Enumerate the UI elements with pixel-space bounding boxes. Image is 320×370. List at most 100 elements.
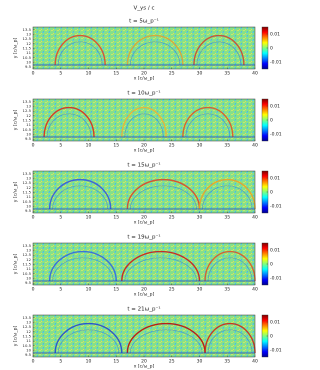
x-tick-label: 5: [59, 287, 62, 293]
x-tick-label: 35: [224, 71, 230, 77]
y-tick-label: 13.5: [23, 171, 32, 176]
x-tick-label: 10: [86, 143, 92, 149]
x-tick-label: 5: [59, 143, 62, 149]
y-tick-label: 11: [26, 50, 31, 55]
x-tick-label: 35: [224, 143, 230, 149]
y-tick-label: 12: [26, 113, 31, 118]
x-tick-label: 10: [86, 359, 92, 365]
figure: V_ys / c t = 5ω_p⁻¹0 5 10 15 20 25 30 35 409.510…: [13, 6, 282, 370]
y-axis-label: y [c/ω_p]: [13, 38, 19, 59]
y-tick-label: 10: [26, 203, 31, 208]
panel-title: t = 19ω_p⁻¹: [127, 234, 160, 241]
x-tick-label: 5: [59, 359, 62, 365]
heatmap-structure: [33, 34, 255, 66]
wave-front: [57, 329, 120, 354]
x-axis-label: x [c/ω_p]: [134, 292, 155, 298]
x-tick-label: 25: [169, 287, 175, 293]
y-tick-label: 10.5: [23, 199, 32, 204]
y-tick-label: 12: [26, 257, 31, 262]
wave-front: [202, 185, 253, 210]
y-tick-label: 11.5: [23, 333, 32, 338]
wave-front: [57, 41, 103, 66]
y-tick-label: 12.5: [23, 252, 32, 257]
wave-front: [126, 322, 206, 354]
y-tick-label: 10.5: [23, 343, 32, 348]
wave-front: [196, 41, 242, 66]
x-tick-label: 15: [113, 143, 119, 149]
heatmap: [33, 99, 255, 141]
y-tick-label: 12.5: [23, 36, 32, 41]
x-tick-label: 35: [224, 287, 230, 293]
y-tick-label: 9.5: [25, 136, 32, 141]
x-tick-label: 40: [252, 287, 258, 293]
x-tick-label: 30: [197, 287, 203, 293]
x-tick-label: 15: [113, 215, 119, 221]
panel-title: t = 5ω_p⁻¹: [129, 18, 159, 25]
colorbar-tick-label: -0.01: [270, 276, 282, 282]
colorbar-tick-label: 0.01: [270, 320, 280, 326]
wave-front: [129, 185, 197, 210]
wave-front: [52, 257, 114, 282]
x-tick-label: 40: [252, 359, 258, 365]
x-axis-label: x [c/ω_p]: [134, 148, 155, 154]
x-tick-label: 25: [169, 143, 175, 149]
x-tick-label: 40: [252, 71, 258, 77]
y-tick-label: 10: [26, 59, 31, 64]
heatmap-structure: [33, 322, 256, 354]
colorbar-tick-label: 0: [270, 334, 273, 340]
y-tick-label: 10: [26, 131, 31, 136]
y-tick-label: 10: [26, 347, 31, 352]
x-tick-label: 25: [169, 359, 175, 365]
panel-title: t = 15ω_p⁻¹: [127, 162, 160, 169]
x-tick-label: 20: [141, 143, 147, 149]
wave-front: [204, 250, 256, 282]
x-tick-label: 15: [113, 287, 119, 293]
colorbar-tick-label: 0.01: [270, 176, 280, 182]
heatmap: [33, 27, 255, 69]
heatmap: [33, 171, 255, 213]
y-tick-label: 13: [26, 319, 31, 324]
x-tick-label: 15: [113, 359, 119, 365]
colorbar-tick-label: 0.01: [270, 248, 280, 254]
y-tick-label: 11.5: [23, 261, 32, 266]
y-tick-label: 13: [26, 31, 31, 36]
colorbar-tick-label: 0: [270, 262, 273, 268]
y-tick-label: 9.5: [25, 280, 32, 285]
heatmap: [33, 315, 255, 357]
x-tick-label: 0: [32, 143, 35, 149]
wave-front: [204, 322, 256, 354]
y-tick-label: 12: [26, 185, 31, 190]
y-tick-label: 12.5: [23, 180, 32, 185]
y-tick-label: 12.5: [23, 108, 32, 113]
y-tick-label: 9.5: [25, 352, 32, 357]
x-tick-label: 0: [32, 215, 35, 221]
y-tick-label: 12.5: [23, 324, 32, 329]
y-tick-label: 13: [26, 247, 31, 252]
heatmap: [33, 243, 255, 285]
wave-front: [198, 178, 256, 210]
wave-front: [48, 178, 112, 210]
x-tick-label: 35: [224, 359, 230, 365]
heatmap-structure: [33, 178, 256, 210]
y-tick-label: 13.5: [23, 243, 32, 248]
wave-front: [193, 34, 245, 66]
y-tick-label: 12: [26, 329, 31, 334]
y-tick-label: 13.5: [23, 315, 32, 320]
colorbar-tick-label: 0: [270, 190, 273, 196]
x-tick-label: 20: [141, 215, 147, 221]
colorbar-tick-label: 0: [270, 46, 273, 52]
wave-front: [129, 41, 181, 66]
panel-title: t = 21ω_p⁻¹: [127, 306, 160, 313]
y-tick-label: 13.5: [23, 27, 32, 32]
wave-front: [126, 34, 184, 66]
x-tick-label: 20: [141, 359, 147, 365]
figure-title: V_ys / c: [133, 6, 154, 12]
y-tick-label: 11.5: [23, 189, 32, 194]
colorbar-tick-label: 0.01: [270, 32, 280, 38]
x-axis-label: x [c/ω_p]: [134, 76, 155, 82]
x-tick-label: 30: [197, 359, 203, 365]
x-tick-label: 5: [59, 71, 62, 77]
colorbar-tick-label: 0: [270, 118, 273, 124]
y-tick-label: 11: [26, 266, 31, 271]
x-tick-label: 40: [252, 143, 258, 149]
